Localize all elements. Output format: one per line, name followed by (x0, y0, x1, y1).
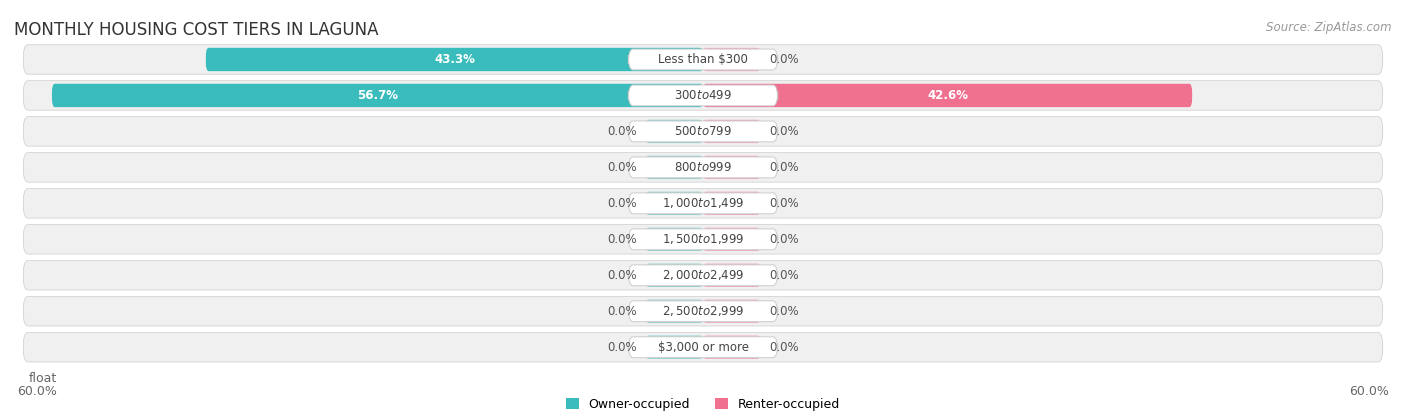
Text: float: float (30, 372, 58, 386)
FancyBboxPatch shape (703, 192, 761, 215)
FancyBboxPatch shape (628, 49, 778, 70)
FancyBboxPatch shape (24, 81, 1382, 110)
Text: 60.0%: 60.0% (17, 386, 56, 398)
FancyBboxPatch shape (628, 121, 778, 142)
FancyBboxPatch shape (24, 188, 1382, 218)
FancyBboxPatch shape (645, 264, 703, 287)
FancyBboxPatch shape (645, 227, 703, 251)
FancyBboxPatch shape (24, 225, 1382, 254)
FancyBboxPatch shape (24, 117, 1382, 146)
Text: $3,000 or more: $3,000 or more (658, 341, 748, 354)
Text: 42.6%: 42.6% (927, 89, 969, 102)
Text: 0.0%: 0.0% (769, 125, 799, 138)
Text: 60.0%: 60.0% (1350, 386, 1389, 398)
Text: $2,000 to $2,499: $2,000 to $2,499 (662, 268, 744, 282)
FancyBboxPatch shape (628, 301, 778, 322)
Legend: Owner-occupied, Renter-occupied: Owner-occupied, Renter-occupied (567, 398, 839, 411)
Text: Source: ZipAtlas.com: Source: ZipAtlas.com (1267, 21, 1392, 34)
FancyBboxPatch shape (645, 156, 703, 179)
FancyBboxPatch shape (645, 300, 703, 323)
FancyBboxPatch shape (645, 120, 703, 143)
FancyBboxPatch shape (703, 156, 761, 179)
FancyBboxPatch shape (24, 153, 1382, 182)
Text: $1,000 to $1,499: $1,000 to $1,499 (662, 196, 744, 210)
Text: 0.0%: 0.0% (607, 125, 637, 138)
FancyBboxPatch shape (628, 265, 778, 286)
FancyBboxPatch shape (628, 85, 778, 106)
Text: $800 to $999: $800 to $999 (673, 161, 733, 174)
FancyBboxPatch shape (703, 84, 1192, 107)
Text: 0.0%: 0.0% (607, 161, 637, 174)
FancyBboxPatch shape (628, 337, 778, 358)
Text: 0.0%: 0.0% (769, 269, 799, 282)
FancyBboxPatch shape (205, 48, 703, 71)
FancyBboxPatch shape (703, 335, 761, 359)
FancyBboxPatch shape (703, 227, 761, 251)
Text: 43.3%: 43.3% (434, 53, 475, 66)
Text: 56.7%: 56.7% (357, 89, 398, 102)
Text: 0.0%: 0.0% (607, 269, 637, 282)
Text: 0.0%: 0.0% (769, 53, 799, 66)
Text: 0.0%: 0.0% (769, 161, 799, 174)
FancyBboxPatch shape (628, 193, 778, 214)
FancyBboxPatch shape (628, 229, 778, 250)
FancyBboxPatch shape (703, 264, 761, 287)
FancyBboxPatch shape (703, 300, 761, 323)
FancyBboxPatch shape (628, 157, 778, 178)
FancyBboxPatch shape (703, 120, 761, 143)
Text: $500 to $799: $500 to $799 (673, 125, 733, 138)
Text: 0.0%: 0.0% (607, 197, 637, 210)
Text: 0.0%: 0.0% (607, 233, 637, 246)
Text: 0.0%: 0.0% (769, 341, 799, 354)
FancyBboxPatch shape (24, 332, 1382, 362)
FancyBboxPatch shape (645, 192, 703, 215)
FancyBboxPatch shape (24, 45, 1382, 74)
Text: 0.0%: 0.0% (607, 305, 637, 318)
FancyBboxPatch shape (52, 84, 703, 107)
FancyBboxPatch shape (24, 261, 1382, 290)
Text: 0.0%: 0.0% (769, 233, 799, 246)
FancyBboxPatch shape (24, 296, 1382, 326)
Text: 0.0%: 0.0% (607, 341, 637, 354)
Text: 0.0%: 0.0% (769, 197, 799, 210)
Text: $2,500 to $2,999: $2,500 to $2,999 (662, 304, 744, 318)
Text: 0.0%: 0.0% (769, 305, 799, 318)
Text: $1,500 to $1,999: $1,500 to $1,999 (662, 232, 744, 247)
FancyBboxPatch shape (703, 48, 761, 71)
Text: $300 to $499: $300 to $499 (673, 89, 733, 102)
Text: Less than $300: Less than $300 (658, 53, 748, 66)
FancyBboxPatch shape (645, 335, 703, 359)
Text: MONTHLY HOUSING COST TIERS IN LAGUNA: MONTHLY HOUSING COST TIERS IN LAGUNA (14, 21, 378, 39)
